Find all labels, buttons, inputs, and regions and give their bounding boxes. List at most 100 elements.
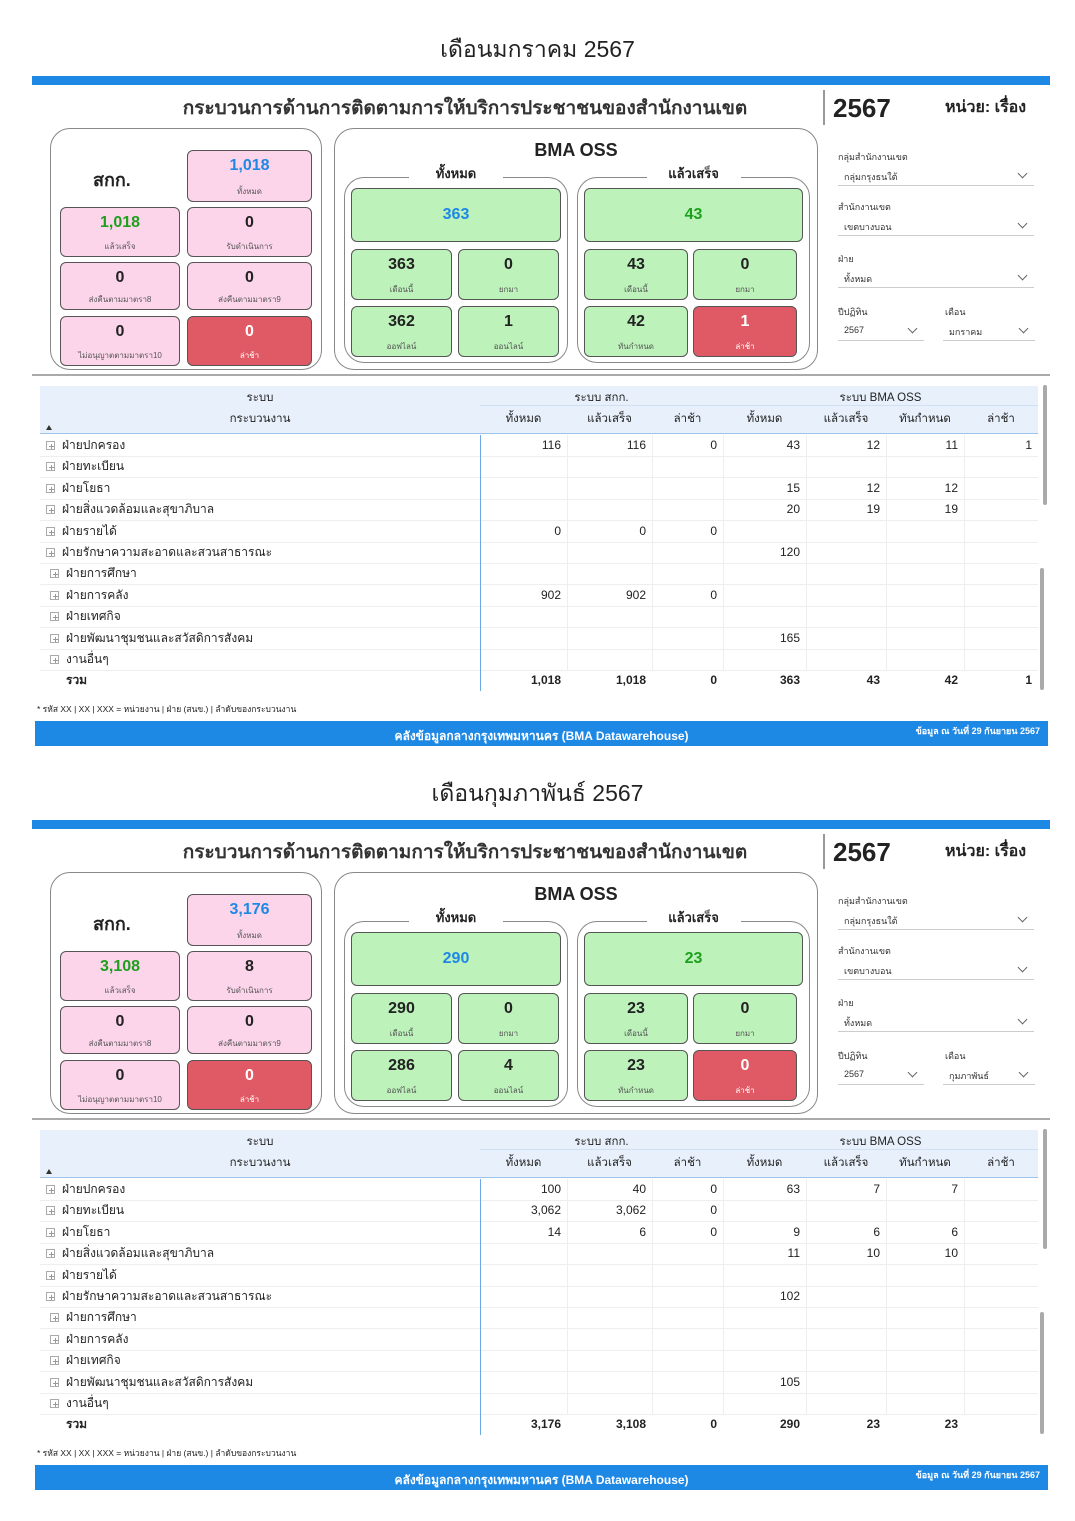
table-cell bbox=[567, 1243, 652, 1264]
table-cell: 3,062 bbox=[615, 1203, 646, 1218]
table-cell bbox=[964, 499, 1038, 520]
column-header[interactable]: แล้วเสร็จ bbox=[587, 413, 632, 425]
scrollbar[interactable] bbox=[1040, 568, 1044, 690]
column-header[interactable]: ล่าช้า bbox=[673, 1157, 702, 1169]
column-header[interactable]: ล่าช้า bbox=[673, 413, 702, 425]
table-cell bbox=[480, 1350, 567, 1371]
filter-dropdown[interactable]: ทั้งหมด bbox=[838, 266, 1034, 288]
footer-date: ข้อมูล ณ วันที่ 29 กันยายน 2567 bbox=[915, 1470, 1040, 1480]
table-cell bbox=[652, 542, 723, 563]
column-header[interactable]: กระบวนงาน bbox=[229, 413, 291, 425]
filter-label: สำนักงานเขต bbox=[838, 946, 891, 956]
table-cell bbox=[964, 1200, 1038, 1221]
total-cell: 290 bbox=[779, 1417, 800, 1432]
filter-label: สำนักงานเขต bbox=[838, 202, 891, 212]
filter-dropdown[interactable]: มกราคม bbox=[943, 319, 1035, 341]
row-name: ฝ่ายการศึกษา bbox=[66, 566, 137, 581]
row-name: ฝ่ายการคลัง bbox=[66, 587, 129, 602]
expand-icon[interactable] bbox=[50, 1399, 59, 1408]
column-header[interactable]: ทันกำหนด bbox=[899, 1157, 951, 1169]
filter-dropdown[interactable]: 2567 bbox=[838, 319, 924, 341]
filter-dropdown[interactable]: กุมภาพันธ์ bbox=[943, 1063, 1035, 1085]
filter-dropdown[interactable]: ทั้งหมด bbox=[838, 1010, 1034, 1032]
column-header[interactable]: แล้วเสร็จ bbox=[823, 413, 869, 425]
expand-icon[interactable] bbox=[46, 548, 55, 557]
stat-card: 0 ล่าช้า bbox=[187, 316, 312, 366]
table-cell bbox=[652, 1307, 723, 1328]
filter-dropdown[interactable]: กลุ่มกรุงธนใต้ bbox=[838, 908, 1034, 930]
card-value: 0 bbox=[115, 269, 125, 286]
expand-icon[interactable] bbox=[50, 612, 59, 622]
table-cell bbox=[723, 563, 806, 584]
expand-icon[interactable] bbox=[50, 1334, 59, 1344]
expand-icon[interactable] bbox=[46, 1206, 55, 1216]
table-cell: 120 bbox=[779, 545, 800, 559]
stat-card: 0 ส่งคืนตามมาตรา9 bbox=[187, 262, 312, 310]
scrollbar[interactable] bbox=[1043, 1129, 1047, 1249]
row-line bbox=[40, 1371, 1038, 1373]
row-line bbox=[40, 541, 1038, 543]
stat-card: 0 ไม่อนุญาตตามมาตรา10 bbox=[60, 1060, 180, 1110]
filter-dropdown[interactable]: เขตบางบอน bbox=[838, 214, 1034, 236]
expand-icon[interactable] bbox=[50, 1356, 59, 1366]
expand-icon[interactable] bbox=[50, 633, 59, 643]
expand-icon[interactable] bbox=[50, 569, 59, 579]
table-cell bbox=[886, 1372, 964, 1393]
column-header[interactable]: ล่าช้า bbox=[987, 413, 1015, 425]
card-value: 23 bbox=[627, 1000, 645, 1017]
column-header[interactable]: กระบวนงาน bbox=[229, 1157, 291, 1169]
column-header[interactable]: แล้วเสร็จ bbox=[823, 1157, 869, 1169]
card-label: ทันกำหนด bbox=[617, 342, 654, 351]
expand-icon[interactable] bbox=[50, 1313, 59, 1323]
row-name: ฝ่ายปกครอง bbox=[62, 438, 126, 452]
stat-card: 0 รับดำเนินการ bbox=[187, 207, 312, 257]
column-header[interactable]: ทั้งหมด bbox=[746, 1157, 783, 1169]
expand-icon[interactable] bbox=[50, 1377, 59, 1387]
expand-icon[interactable] bbox=[46, 526, 55, 536]
total-cell: 1 bbox=[1025, 673, 1032, 688]
expand-icon[interactable] bbox=[46, 1249, 55, 1259]
column-line bbox=[480, 435, 481, 692]
top-bar bbox=[32, 76, 1050, 85]
column-header[interactable]: ทันกำหนด bbox=[899, 413, 951, 425]
table-cell bbox=[806, 563, 886, 584]
column-header[interactable]: ล่าช้า bbox=[987, 1157, 1015, 1169]
row-line bbox=[40, 670, 1038, 671]
expand-icon[interactable] bbox=[46, 1185, 55, 1194]
card-value: 3,176 bbox=[229, 901, 270, 918]
table-cell: 1 bbox=[1025, 438, 1032, 452]
table-cell bbox=[806, 628, 886, 649]
scrollbar[interactable] bbox=[1043, 385, 1047, 505]
expand-icon[interactable] bbox=[46, 441, 55, 450]
oss-main-card: 43 bbox=[584, 188, 803, 242]
expand-icon[interactable] bbox=[46, 462, 55, 472]
expand-icon[interactable] bbox=[46, 1270, 55, 1280]
column-header[interactable]: ทั้งหมด bbox=[746, 413, 783, 425]
column-header[interactable]: แล้วเสร็จ bbox=[587, 1157, 632, 1169]
expand-icon[interactable] bbox=[46, 1292, 55, 1301]
column-header[interactable]: ทั้งหมด bbox=[505, 413, 542, 425]
table-cell: 902 bbox=[540, 587, 561, 602]
column-header[interactable]: ทั้งหมด bbox=[505, 1157, 542, 1169]
table-cell bbox=[652, 649, 723, 670]
table-cell bbox=[480, 1393, 567, 1414]
filter-dropdown[interactable]: เขตบางบอน bbox=[838, 958, 1034, 980]
filter-dropdown[interactable]: 2567 bbox=[838, 1063, 924, 1085]
card-label: ส่งคืนตามมาตรา9 bbox=[218, 1039, 281, 1048]
expand-icon[interactable] bbox=[46, 483, 55, 493]
expand-icon[interactable] bbox=[46, 1227, 55, 1237]
table-cell: 902 bbox=[625, 587, 646, 602]
expand-icon[interactable] bbox=[50, 655, 59, 664]
dashboard-panel: เดือนมกราคม 2567 กระบวนการด้านการติดตามกา… bbox=[0, 0, 1075, 746]
card-label: ส่งคืนตามมาตรา9 bbox=[218, 295, 281, 304]
expand-icon[interactable] bbox=[50, 590, 59, 600]
filter-dropdown[interactable]: กลุ่มกรุงธนใต้ bbox=[838, 164, 1034, 186]
total-cell: 3,176 bbox=[530, 1417, 561, 1432]
scrollbar[interactable] bbox=[1040, 1312, 1044, 1434]
table-cell bbox=[652, 456, 723, 477]
expand-icon[interactable] bbox=[46, 505, 55, 515]
row-name: ฝ่ายทะเบียน bbox=[62, 459, 125, 474]
table-cell bbox=[806, 1307, 886, 1328]
year: 2567 bbox=[833, 837, 891, 867]
oss-main-value: 290 bbox=[442, 950, 470, 967]
